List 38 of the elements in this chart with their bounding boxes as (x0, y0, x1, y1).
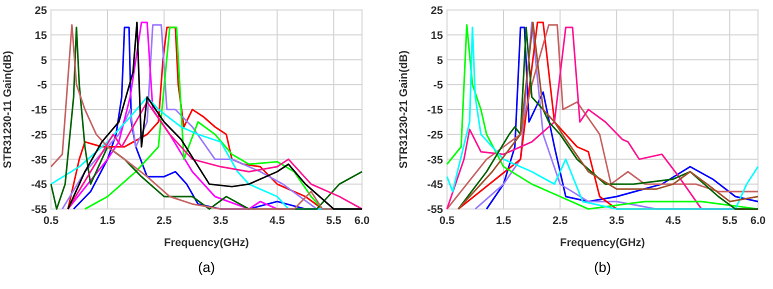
y-tick-label: -45 (31, 179, 47, 192)
x-tick-label: 3.5 (212, 215, 228, 227)
y-tick-label: 5 (436, 54, 443, 67)
x-tick-label: 3.5 (608, 215, 624, 227)
text: (a) (198, 259, 216, 275)
x-tick-label: 2.5 (552, 215, 568, 227)
x-tick-label: 0.5 (439, 215, 455, 227)
y-tick-label: -35 (427, 154, 443, 166)
y-tick-label: 15 (34, 30, 47, 42)
x-tick-label: 2.5 (156, 215, 172, 227)
text: (b) (594, 259, 612, 275)
y-tick-label: -55 (427, 204, 443, 216)
x-tick-label: 0.5 (43, 215, 59, 227)
y-tick-label: -15 (31, 104, 47, 116)
y-axis-title: STR31230-21 Gain(dB) (398, 50, 410, 168)
y-tick-label: -35 (31, 154, 47, 166)
y-tick-label: 15 (430, 30, 443, 42)
x-tick-label: 1.5 (100, 215, 116, 227)
y-tick-label: -55 (31, 204, 47, 216)
x-tick-label: 4.5 (270, 215, 285, 227)
x-tick-label: 6.0 (354, 215, 370, 227)
y-tick-label: -25 (427, 129, 443, 142)
x-tick-label: 4.5 (666, 215, 681, 227)
y-tick-label: -5 (433, 80, 443, 92)
y-tick-label: 25 (34, 5, 47, 17)
x-tick-label: 5.5 (722, 215, 738, 227)
y-tick-label: -45 (427, 179, 443, 192)
y-tick-label: -25 (31, 129, 47, 142)
y-tick-label: 5 (40, 54, 47, 67)
x-axis-title: Frequency(GHz) (164, 237, 250, 249)
y-tick-label: -5 (37, 80, 47, 92)
y-tick-label: -15 (427, 104, 443, 116)
y-tick-label: 25 (430, 5, 443, 17)
x-tick-label: 6.0 (750, 215, 766, 227)
x-axis-title: Frequency(GHz) (560, 237, 646, 249)
x-tick-label: 5.5 (326, 215, 342, 227)
y-axis-title: STR31230-11 Gain(dB) (2, 50, 14, 168)
x-tick-label: 1.5 (496, 215, 512, 227)
